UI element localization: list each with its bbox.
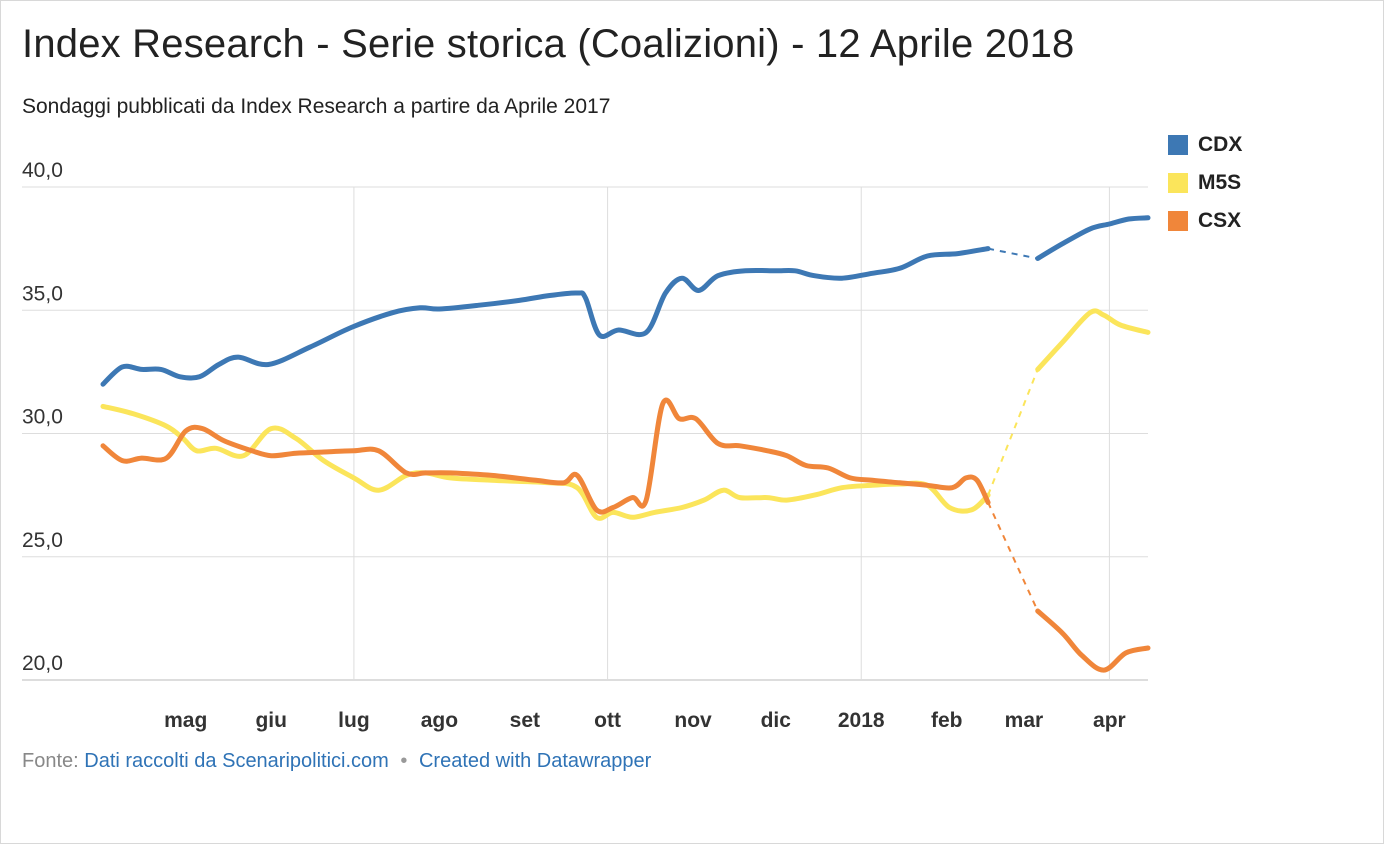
legend-item-m5s: M5S (1168, 164, 1242, 202)
x-tick-label: giu (255, 709, 287, 732)
legend-item-cdx: CDX (1168, 126, 1242, 164)
y-tick-label: 25,0 (22, 529, 63, 552)
series-cdx (100, 215, 1151, 387)
chart-title: Index Research - Serie storica (Coalizio… (22, 22, 1075, 66)
series-line-csx-2017 (100, 397, 991, 515)
x-tick-label: feb (931, 709, 963, 732)
series-line-m5s-2018 (1035, 308, 1151, 372)
y-tick-label: 30,0 (22, 406, 63, 429)
series-line-cdx-2017 (100, 246, 991, 387)
legend-label-m5s: M5S (1198, 171, 1242, 194)
x-tick-label: mar (1005, 709, 1044, 732)
series-m5s (100, 308, 1151, 521)
legend: CDX M5S CSX (1168, 126, 1242, 240)
tick-layer: 40,0 35,0 30,0 25,0 20,0 mag giu lug ago set ott no… (22, 159, 1126, 732)
legend-item-csx: CSX (1168, 202, 1242, 240)
source-link[interactable]: Dati raccolti da Scenaripolitici.com (84, 750, 389, 772)
x-tick-label: 2018 (838, 709, 885, 732)
x-tick-label: dic (761, 709, 792, 732)
x-tick-label: ott (594, 709, 621, 732)
credit-link[interactable]: Created with Datawrapper (418, 750, 652, 772)
y-tick-label: 20,0 (22, 652, 63, 675)
legend-swatch-cdx (1168, 135, 1188, 155)
x-tick-label: nov (674, 709, 712, 732)
grid-layer (22, 186, 1148, 681)
series-line-csx-2018 (1035, 608, 1151, 673)
series-csx (100, 397, 1151, 673)
series-gap-m5s (987, 369, 1039, 496)
y-tick-label: 40,0 (22, 159, 63, 182)
series-layer (100, 215, 1151, 673)
chart-subtitle: Sondaggi pubblicati da Index Research a … (22, 95, 611, 118)
series-line-cdx-2018 (1035, 215, 1151, 261)
source-prefix: Fonte: (22, 750, 79, 772)
x-tick-label: ago (421, 709, 458, 732)
series-gap-cdx (987, 247, 1038, 260)
legend-label-csx: CSX (1198, 209, 1242, 232)
x-tick-label: apr (1093, 709, 1126, 732)
x-tick-label: mag (164, 709, 207, 732)
series-line-m5s-2017 (100, 403, 991, 521)
series-gap-csx (987, 502, 1039, 612)
legend-label-cdx: CDX (1198, 133, 1243, 156)
footer: Fonte: Dati raccolti da Scenaripolitici.… (22, 750, 651, 773)
x-tick-label: set (510, 709, 540, 732)
legend-swatch-m5s (1168, 173, 1188, 193)
legend-swatch-csx (1168, 211, 1188, 231)
footer-separator: • (400, 750, 408, 772)
y-tick-label: 35,0 (22, 282, 63, 305)
x-tick-label: lug (338, 709, 370, 732)
